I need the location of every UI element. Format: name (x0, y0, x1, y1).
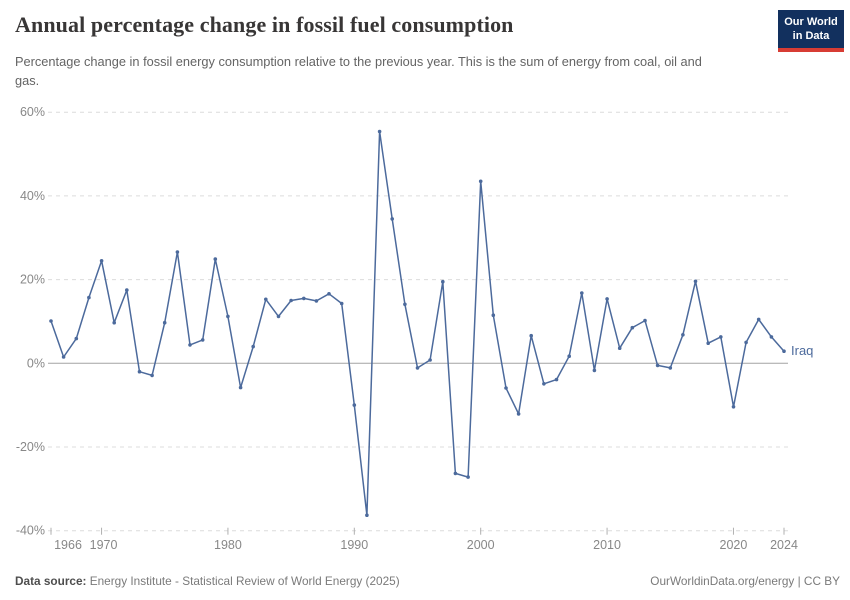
data-point[interactable] (226, 314, 230, 319)
data-point[interactable] (706, 341, 710, 346)
x-axis-tick-label: 1980 (214, 538, 242, 552)
data-point[interactable] (491, 313, 496, 318)
data-point[interactable] (668, 366, 673, 370)
data-point[interactable] (630, 325, 635, 330)
data-point[interactable] (150, 373, 154, 378)
data-point[interactable] (655, 363, 660, 368)
x-axis-tick-label: 1966 (54, 538, 82, 552)
data-point[interactable] (302, 296, 306, 301)
data-point[interactable] (542, 382, 546, 386)
data-source-text: Energy Institute - Statistical Review of… (89, 574, 400, 588)
data-point[interactable] (504, 386, 508, 390)
x-axis-tick-label: 2000 (467, 538, 495, 552)
data-point[interactable] (441, 279, 445, 284)
data-point[interactable] (238, 385, 243, 390)
data-point[interactable] (339, 301, 344, 306)
data-point[interactable] (251, 344, 255, 349)
x-axis-tick-label: 1990 (340, 538, 368, 552)
data-point[interactable] (567, 354, 571, 359)
data-point[interactable] (188, 343, 192, 347)
data-point[interactable] (112, 320, 116, 325)
chart-footer: Data source: Energy Institute - Statisti… (15, 574, 840, 588)
data-point[interactable] (466, 475, 470, 479)
chart-subtitle: Percentage change in fossil energy consu… (15, 54, 702, 89)
data-point[interactable] (162, 320, 167, 325)
data-point[interactable] (605, 297, 609, 301)
owid-logo-line2: in Data (792, 30, 830, 43)
data-point[interactable] (99, 259, 104, 263)
data-point[interactable] (643, 318, 647, 323)
y-axis-tick-label: -40% (16, 524, 45, 538)
owid-url-license[interactable]: OurWorldinData.org/energy | CC BY (650, 574, 840, 588)
data-point[interactable] (617, 346, 622, 351)
data-point[interactable] (49, 319, 53, 323)
chart-title: Annual percentage change in fossil fuel … (15, 12, 514, 37)
data-point[interactable] (756, 317, 761, 322)
data-source: Data source: Energy Institute - Statisti… (15, 574, 400, 588)
y-axis-tick-label: 0% (27, 356, 45, 370)
data-point[interactable] (415, 366, 420, 370)
data-point[interactable] (592, 368, 597, 373)
data-point[interactable] (580, 291, 584, 295)
data-point[interactable] (478, 179, 483, 184)
data-point[interactable] (390, 217, 395, 221)
data-point[interactable] (175, 250, 180, 254)
data-point[interactable] (428, 358, 432, 362)
data-point[interactable] (529, 333, 533, 338)
owid-logo-line1: Our World (784, 16, 838, 28)
data-point[interactable] (289, 298, 293, 303)
data-point[interactable] (276, 314, 281, 319)
data-point[interactable] (554, 377, 559, 382)
data-point[interactable] (377, 129, 382, 134)
data-point[interactable] (453, 471, 458, 476)
data-point[interactable] (516, 412, 521, 416)
data-point[interactable] (719, 335, 723, 339)
owid-logo: Our World in Data (778, 10, 844, 52)
data-point[interactable] (731, 405, 736, 409)
series-end-label-iraq[interactable]: Iraq (791, 343, 813, 358)
y-axis-tick-label: 60% (20, 105, 45, 119)
x-axis-tick-label: 2010 (593, 538, 621, 552)
data-point[interactable] (327, 292, 331, 296)
data-point[interactable] (681, 333, 685, 337)
x-axis-tick-label: 1970 (90, 538, 118, 552)
series-line-iraq[interactable] (50, 130, 785, 516)
data-point[interactable] (314, 299, 319, 303)
x-axis-tick-label: 2024 (770, 538, 798, 552)
data-point[interactable] (213, 257, 218, 261)
data-point[interactable] (200, 338, 205, 342)
y-axis-tick-label: -20% (16, 440, 45, 454)
y-axis-tick-label: 20% (20, 273, 45, 287)
data-point[interactable] (137, 369, 142, 374)
data-point[interactable] (264, 297, 268, 302)
data-point[interactable] (125, 288, 129, 292)
data-point[interactable] (769, 335, 774, 339)
data-point[interactable] (74, 336, 79, 341)
data-point[interactable] (693, 279, 698, 284)
y-axis-tick-label: 40% (20, 189, 45, 203)
data-point[interactable] (403, 302, 407, 307)
data-point[interactable] (744, 340, 748, 345)
data-source-label: Data source: (15, 574, 87, 588)
data-point[interactable] (365, 513, 369, 517)
data-point[interactable] (87, 295, 91, 300)
data-point[interactable] (782, 349, 786, 354)
data-point[interactable] (352, 403, 357, 407)
x-axis-tick-label: 2020 (720, 538, 748, 552)
data-point[interactable] (61, 355, 66, 359)
